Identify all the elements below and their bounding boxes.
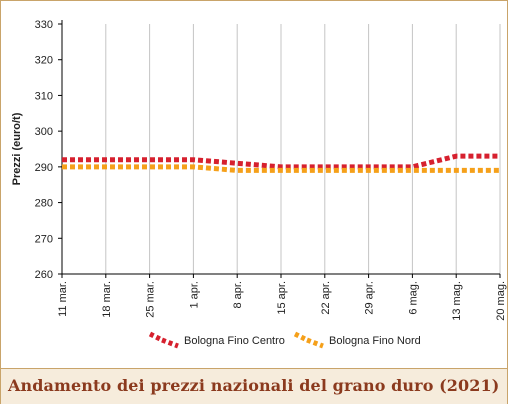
x-tick-label: 18 mar. <box>101 281 113 318</box>
chart-caption: Andamento dei prezzi nazionali del grano… <box>8 376 500 395</box>
x-tick-label: 29 apr. <box>364 281 376 315</box>
legend-label: Bologna Fino Nord <box>329 335 421 347</box>
y-tick-label: 300 <box>35 126 53 138</box>
series-line <box>62 153 500 170</box>
y-tick-label: 310 <box>35 90 53 102</box>
legend-label: Bologna Fino Centro <box>184 335 285 347</box>
legend: Bologna Fino Centro Bologna Fino Nord <box>148 331 421 349</box>
series-line <box>62 164 500 173</box>
legend-swatch-part <box>306 337 324 349</box>
grid-lines <box>105 24 501 274</box>
x-tick-label: 1 apr. <box>188 281 200 309</box>
axes: 260 270 280 290 300 310 320 330 11 mar. 18 mar. 25… <box>11 19 507 321</box>
y-tick-label: 270 <box>35 233 53 245</box>
x-tick-label: 22 apr. <box>320 281 332 315</box>
legend-swatch-part <box>148 331 164 343</box>
legend-swatch-part <box>293 331 309 343</box>
y-tick-label: 330 <box>35 19 53 31</box>
series-lines <box>62 153 500 173</box>
x-tick-label: 8 apr. <box>232 281 244 309</box>
y-axis-title: Prezzi (euro/t) <box>11 112 23 185</box>
x-tick-label: 13 mag. <box>451 281 463 321</box>
x-tick-label: 11 mar. <box>57 281 69 317</box>
y-tick-label: 260 <box>35 269 53 281</box>
legend-swatch-part <box>161 337 179 349</box>
x-tick-label: 6 mag. <box>407 281 419 315</box>
x-tick-label: 15 apr. <box>276 281 288 315</box>
x-tick-label: 20 mag. <box>495 281 507 321</box>
y-tick-label: 280 <box>35 198 53 210</box>
caption-bar: Andamento dei prezzi nazionali del grano… <box>1 368 507 404</box>
x-tick-label: 25 mar. <box>145 281 157 318</box>
y-tick-label: 290 <box>35 162 53 174</box>
y-tick-label: 320 <box>35 55 53 67</box>
